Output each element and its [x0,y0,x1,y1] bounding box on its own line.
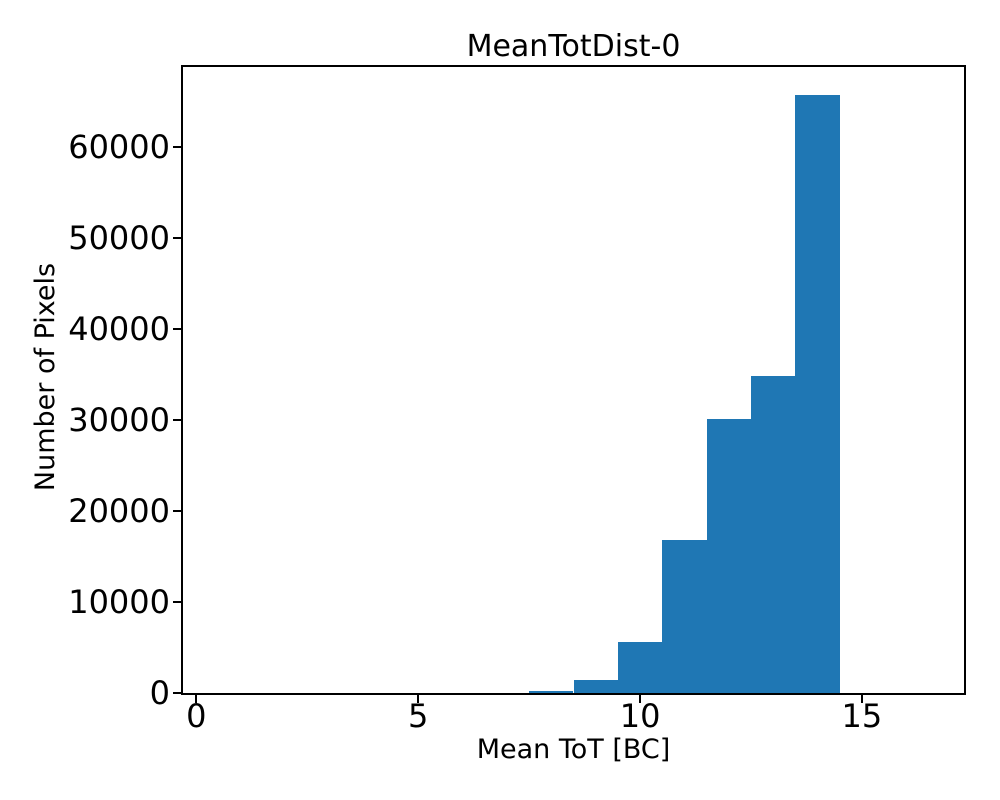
y-tick-label: 40000 [68,310,170,348]
y-tick-mark [173,328,181,330]
y-tick-label: 30000 [68,401,170,439]
x-tick-mark [860,695,863,703]
x-tick-label: 10 [619,697,661,735]
y-tick-label: 0 [149,674,170,712]
histogram-bar [662,540,707,693]
x-tick-mark [417,695,420,703]
y-tick-mark [173,601,181,603]
histogram-bar [751,376,796,693]
y-tick-label: 10000 [68,583,170,621]
x-tick-mark [195,695,198,703]
bars-layer [183,67,964,693]
x-tick-mark [639,695,642,703]
y-tick-mark [173,510,181,512]
y-axis-label: Number of Pixels [30,262,61,492]
y-tick-label: 60000 [68,128,170,167]
x-tick-label: 5 [408,697,429,735]
plot-area [181,65,966,695]
y-tick-label: 50000 [68,219,170,258]
x-tick-label: 15 [841,697,883,735]
histogram-bar [795,94,840,693]
histogram-bar [573,680,618,693]
y-tick-mark [173,237,181,240]
chart-title: MeanTotDist-0 [466,29,681,64]
x-axis-label: Mean ToT [BC] [476,734,671,765]
y-tick-mark [173,146,181,149]
y-tick-mark [173,692,181,694]
y-tick-label: 20000 [68,492,170,530]
histogram-bar [617,641,663,693]
histogram-bar [706,419,751,693]
x-tick-label: 0 [186,697,207,735]
y-tick-mark [173,419,181,421]
histogram-bar [529,691,574,693]
